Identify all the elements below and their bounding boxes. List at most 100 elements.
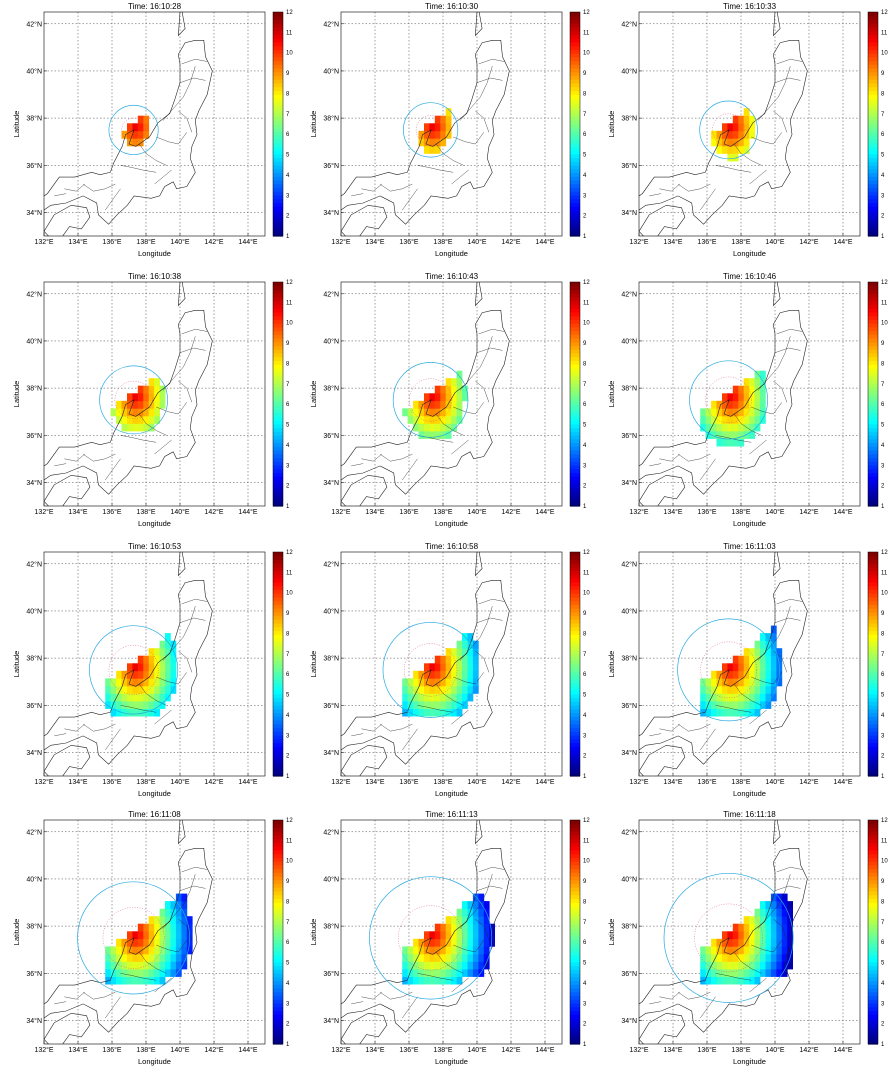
heat-cell [105,969,111,977]
plot-area [639,820,860,1044]
colorbar-tick-label: 4 [881,173,885,179]
heat-cell [732,693,739,702]
heat-cell [700,969,706,977]
y-axis-label: Latitude [607,381,616,408]
colorbar-tick-label: 3 [881,193,885,199]
heat-cell [749,123,755,132]
heat-cell [760,393,766,402]
colorbar-tick-label: 10 [881,321,888,327]
colorbar-tick-label: 9 [881,611,885,617]
heat-cell [127,415,133,424]
prefecture-border [776,866,803,873]
colorbar-step [570,712,580,717]
coastline [474,12,483,37]
heat-cell [705,678,712,687]
colorbar-step [570,49,580,54]
colorbar-tick-label: 10 [286,51,293,57]
colorbar-step [273,988,283,993]
heat-cell [456,385,463,394]
heat-cell [154,969,160,977]
heat-cell [110,961,117,970]
colorbar-step [868,552,878,557]
heat-cell [472,969,479,977]
heat-cell [137,670,144,679]
heat-cell [148,408,155,417]
colorbar-step [868,615,878,620]
heat-cell [467,953,474,962]
colorbar-step [868,574,878,579]
y-tick-label: 38°N [323,923,339,931]
heat-cell [143,400,150,409]
heat-cell [165,938,171,947]
heat-cell [440,961,447,970]
colorbar-step [273,626,283,631]
colorbar-step [868,772,878,777]
colorbar-step [868,705,878,710]
heat-cell [765,916,772,925]
y-axis-label: Latitude [607,919,616,946]
colorbar-tick-label: 1 [286,774,290,780]
colorbar-step [868,887,878,892]
colorbar-step [570,1040,580,1045]
coastline [177,820,186,845]
colorbar-step [570,198,580,203]
colorbar-step [273,304,283,309]
colorbar-tick-label: 3 [583,733,587,739]
heat-cell [472,670,479,679]
prefecture-border [677,453,711,462]
colorbar-step [273,34,283,39]
colorbar-step [868,75,878,80]
heat-cell [462,953,468,962]
colorbar-step [570,935,580,941]
colorbar-step [570,682,580,687]
heat-cell [451,693,457,702]
colorbar-step [868,950,878,955]
x-axis-label: Longitude [733,789,766,798]
x-tick-label: 140°E [765,508,784,516]
heat-cell [760,400,766,409]
colorbar-tick-label: 9 [583,341,587,347]
heat-cell [770,893,777,902]
colorbar-tick-label: 5 [583,693,587,699]
x-tick-label: 144°E [238,508,257,516]
p-wave-circle [398,905,464,971]
heat-cell [429,693,436,702]
prefecture-border [436,413,464,436]
heat-cell [456,678,463,687]
colorbar-step [868,1002,878,1008]
heat-cell [445,655,452,664]
heat-cell [434,408,441,417]
colorbar-step [570,494,580,500]
prefecture-border [734,143,762,166]
heat-cell [132,663,139,672]
colorbar-tick-label: 12 [583,280,590,286]
colorbar-step [273,849,283,855]
heat-cell [743,400,750,409]
y-tick-label: 42°N [323,560,339,568]
heat-cell [154,385,160,394]
plot-area [44,282,265,506]
colorbar-tick-label: 2 [881,214,885,220]
colorbar-step [868,932,878,937]
heat-cell [116,708,122,717]
heat-cell [137,408,144,417]
colorbar-tick-label: 12 [881,550,888,556]
heat-cell [749,708,755,717]
colorbar-tick-label: 5 [286,153,290,159]
heat-cell [738,708,745,717]
heat-cell [116,969,122,977]
x-axis-label: Longitude [138,249,171,258]
colorbar-step [570,1006,580,1011]
heat-cell [749,648,755,657]
heat-cell [440,969,447,977]
colorbar-frame [867,11,879,237]
colorbar-step [273,334,283,339]
heat-cell [110,976,117,985]
heat-cell [116,953,122,962]
y-tick-label: 42°N [621,290,637,298]
prefecture-border [139,951,167,974]
heat-cell [418,976,425,985]
axes-frame [43,11,266,237]
heat-cell [418,400,425,409]
heat-cell [143,115,150,124]
